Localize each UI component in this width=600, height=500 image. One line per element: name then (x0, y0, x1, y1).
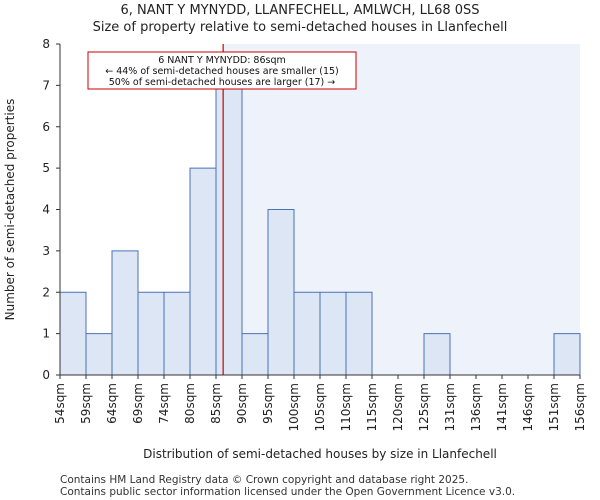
x-tick-label: 100sqm (287, 383, 301, 431)
y-tick-label: 7 (42, 78, 50, 92)
bar (85, 333, 113, 376)
x-tick-label: 90sqm (235, 383, 249, 424)
x-tick-label: 141sqm (495, 383, 509, 431)
x-tick-label: 156sqm (573, 383, 587, 431)
y-tick-label: 2 (42, 285, 50, 299)
x-tick-label: 125sqm (417, 383, 431, 431)
annotation-line2: ← 44% of semi-detached houses are smalle… (105, 66, 339, 77)
x-tick-label: 54sqm (53, 383, 67, 424)
bar (319, 291, 347, 376)
x-tick-label: 131sqm (443, 383, 457, 431)
y-tick-label: 1 (42, 327, 50, 341)
x-tick-label: 110sqm (339, 383, 353, 431)
x-tick-label: 146sqm (521, 383, 535, 431)
chart-subtitle: Size of property relative to semi-detach… (92, 20, 508, 35)
y-tick-label: 6 (42, 120, 50, 134)
annotation-box (87, 51, 357, 90)
footer-copyright: Contains HM Land Registry data © Crown c… (60, 474, 469, 486)
bar (215, 84, 243, 376)
bar (345, 291, 373, 376)
x-tick-label: 64sqm (105, 383, 119, 424)
y-tick-label: 0 (42, 368, 50, 382)
x-tick-label: 80sqm (183, 383, 197, 424)
histogram-chart: 0 1 2 3 4 5 6 7 8 54sqm 59sqm 64sqm 69sqm 74sqm 80sqm 8… (3, 37, 587, 461)
bar (163, 291, 191, 376)
y-axis-title: Number of semi-detached properties (3, 99, 17, 321)
annotation-line3: 50% of semi-detached houses are larger (… (109, 77, 336, 88)
x-tick-label: 95sqm (261, 383, 275, 424)
footer-licence: Contains public sector information licen… (60, 486, 516, 498)
x-tick-label: 136sqm (469, 383, 483, 431)
bar (241, 333, 269, 376)
chart-title: 6, NANT Y MYNYDD, LLANFECHELL, AMLWCH, L… (120, 3, 480, 18)
y-tick-label: 8 (42, 37, 50, 51)
bar (137, 291, 165, 376)
y-tick-label: 4 (42, 203, 50, 217)
bar (59, 291, 87, 376)
x-tick-label: 69sqm (131, 383, 145, 424)
y-tick-label: 5 (42, 161, 50, 175)
x-tick-label: 151sqm (547, 383, 561, 431)
x-tick-label: 59sqm (79, 383, 93, 424)
bar (423, 333, 451, 376)
bar (267, 209, 295, 376)
bar (293, 291, 321, 376)
x-tick-label: 74sqm (157, 383, 171, 424)
x-tick-label: 115sqm (365, 383, 379, 431)
x-axis-title: Distribution of semi-detached houses by … (143, 447, 497, 461)
x-tick-label: 85sqm (209, 383, 223, 424)
x-tick-label: 120sqm (391, 383, 405, 431)
bar (111, 250, 139, 376)
bar (189, 167, 217, 376)
y-tick-label: 3 (42, 244, 50, 258)
x-tick-label: 105sqm (313, 383, 327, 431)
bar (553, 333, 581, 376)
annotation-line1: 6 NANT Y MYNYDD: 86sqm (158, 55, 286, 66)
